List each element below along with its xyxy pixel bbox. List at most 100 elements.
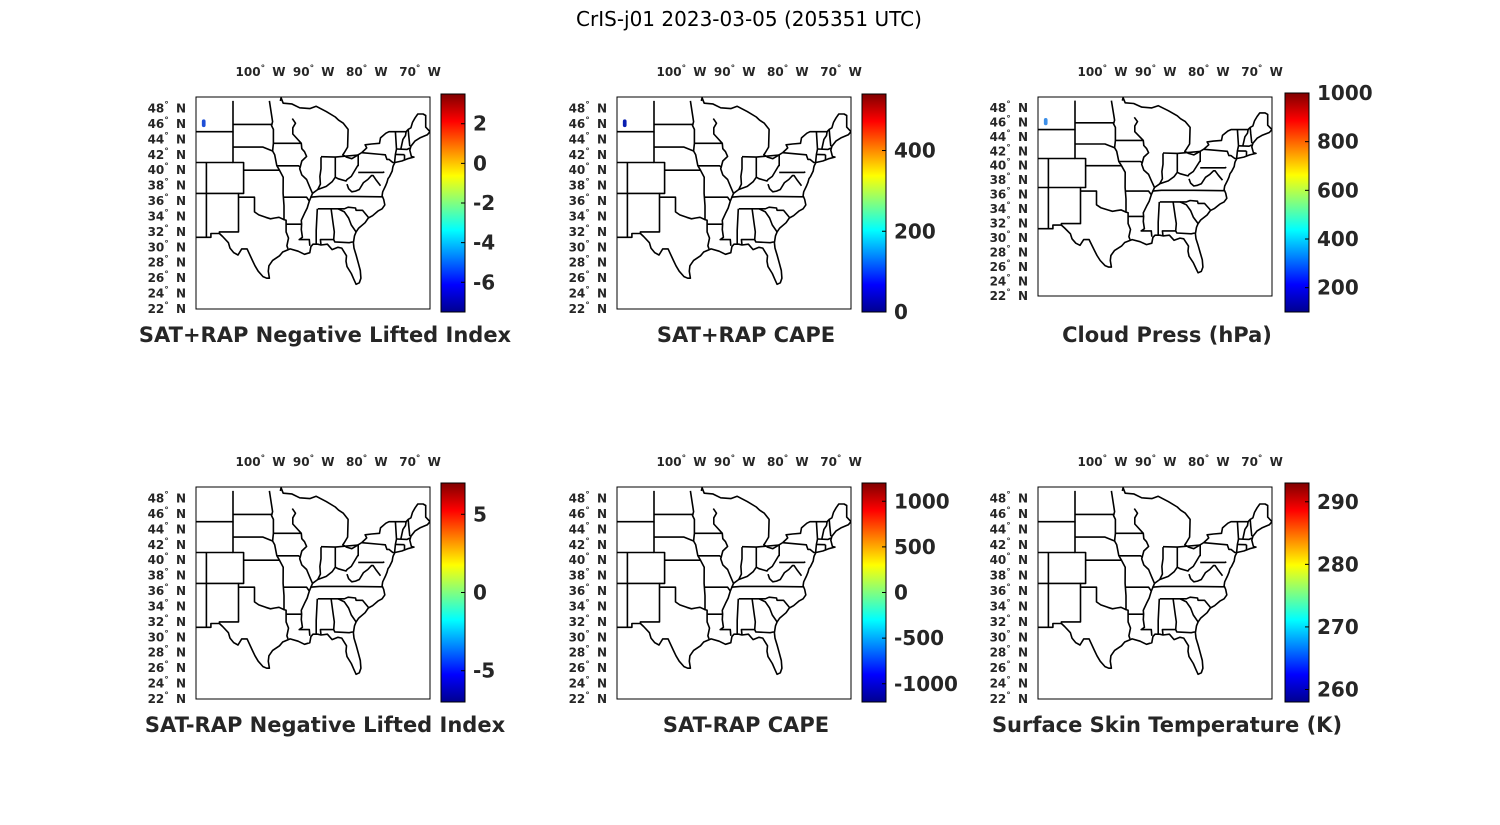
lat-tick-label: 48° N — [569, 101, 607, 116]
state-boundary-line — [233, 536, 273, 542]
lat-tick-label: 42° N — [148, 537, 186, 552]
lat-tick-label: 24° N — [148, 676, 186, 691]
state-boundary-line — [1249, 127, 1253, 144]
state-boundary-line — [334, 544, 359, 572]
state-boundaries — [1038, 487, 1272, 676]
state-boundary-line — [1176, 544, 1201, 572]
state-boundary-line — [814, 131, 819, 163]
state-boundary-line — [400, 521, 407, 540]
lat-tick-label: 40° N — [990, 552, 1028, 567]
state-boundary-line — [358, 561, 385, 564]
state-boundary-line — [617, 521, 851, 676]
lat-tick-label: 24° N — [569, 676, 607, 691]
state-boundary-line — [396, 147, 411, 151]
state-boundary-line — [1080, 586, 1127, 611]
state-boundary-line — [393, 521, 398, 553]
state-boundary-line — [310, 585, 383, 588]
state-boundary-line — [758, 598, 778, 623]
figure-title: CrIS-j01 2023-03-05 (205351 UTC) — [576, 7, 922, 31]
state-boundary-line — [704, 586, 731, 592]
colorbar — [862, 94, 886, 312]
state-boundary-line — [276, 165, 301, 168]
state-boundary-line — [1200, 561, 1227, 564]
state-boundary-line — [700, 487, 851, 550]
lat-tick-label: 46° N — [569, 506, 607, 521]
state-boundary-line — [238, 586, 285, 611]
lat-tick-label: 22° N — [148, 691, 186, 706]
lat-tick-label: 24° N — [148, 286, 186, 301]
state-boundary-line — [1203, 541, 1237, 554]
state-boundary-line — [1118, 555, 1143, 558]
state-boundaries — [196, 97, 430, 286]
state-boundary-line — [1157, 598, 1161, 635]
lat-tick-label: 40° N — [569, 552, 607, 567]
lat-tick-label: 40° N — [148, 162, 186, 177]
state-boundary-line — [1174, 629, 1196, 634]
lat-tick-label: 30° N — [990, 230, 1028, 245]
lat-tick-label: 42° N — [148, 147, 186, 162]
lat-tick-label: 28° N — [990, 245, 1028, 260]
state-boundary-line — [1235, 129, 1240, 159]
state-boundary-line — [1152, 585, 1225, 588]
state-boundary-line — [317, 157, 322, 190]
colorbar-tick-label: 0 — [473, 581, 487, 605]
state-boundary-line — [700, 97, 851, 160]
state-boundary-line — [1154, 566, 1178, 585]
state-boundary-line — [817, 147, 832, 151]
state-boundary-line — [817, 537, 832, 541]
lon-tick-label: 90° W — [293, 64, 335, 79]
state-boundary-line — [233, 146, 273, 152]
state-boundary-line — [1159, 596, 1211, 608]
lat-tick-label: 32° N — [569, 614, 607, 629]
state-boundary-line — [1121, 97, 1272, 156]
lat-tick-label: 46° N — [990, 114, 1028, 129]
lon-tick-label: 100° W — [1078, 454, 1128, 469]
colorbar-tick-label: 0 — [894, 300, 908, 324]
state-boundary-line — [1159, 153, 1164, 185]
state-boundary-line — [821, 131, 828, 150]
lon-tick-label: 70° W — [1241, 454, 1283, 469]
state-boundary-line — [337, 598, 357, 623]
lon-tick-label: 90° W — [714, 454, 756, 469]
state-boundary-line — [358, 171, 385, 174]
map-frame — [195, 486, 431, 700]
state-boundary-line — [738, 547, 743, 580]
lat-tick-label: 28° N — [148, 645, 186, 660]
state-boundary-line — [782, 541, 816, 554]
lat-tick-label: 22° N — [148, 301, 186, 316]
state-boundary-line — [1242, 521, 1249, 540]
lat-tick-label: 48° N — [148, 491, 186, 506]
lat-tick-label: 34° N — [148, 208, 186, 223]
colorbar-tick-label: 500 — [894, 535, 936, 559]
lat-tick-label: 46° N — [569, 116, 607, 131]
lat-tick-label: 40° N — [148, 552, 186, 567]
state-boundary-line — [689, 100, 711, 250]
colorbar-tick-label: -1000 — [894, 672, 958, 696]
state-boundary-line — [1038, 129, 1272, 274]
lat-tick-label: 46° N — [148, 116, 186, 131]
state-boundary-line — [196, 131, 430, 286]
lon-tick-label: 100° W — [1078, 64, 1128, 79]
state-boundary-line — [1133, 508, 1156, 615]
lat-tick-label: 26° N — [990, 259, 1028, 274]
colorbar — [1285, 483, 1309, 702]
lon-tick-label: 90° W — [1135, 454, 1177, 469]
lat-tick-label: 36° N — [990, 583, 1028, 598]
colorbar-tick-label: 200 — [1317, 276, 1359, 300]
panel-title: Cloud Press (hPa) — [1062, 323, 1272, 347]
state-boundary-line — [283, 586, 310, 592]
state-boundary-line — [337, 208, 357, 233]
state-boundary-line — [218, 521, 245, 624]
state-boundary-line — [332, 629, 354, 634]
state-boundary-line — [1159, 547, 1164, 580]
map-frame — [195, 96, 431, 310]
state-boundary-line — [268, 490, 290, 640]
state-boundary-line — [828, 129, 832, 147]
state-boundary-line — [1154, 171, 1178, 189]
data-swath — [622, 119, 627, 128]
lat-tick-label: 38° N — [148, 178, 186, 193]
lat-tick-label: 24° N — [990, 274, 1028, 289]
lat-tick-label: 22° N — [990, 288, 1028, 303]
lat-tick-label: 46° N — [148, 506, 186, 521]
state-boundary-line — [1161, 201, 1178, 236]
